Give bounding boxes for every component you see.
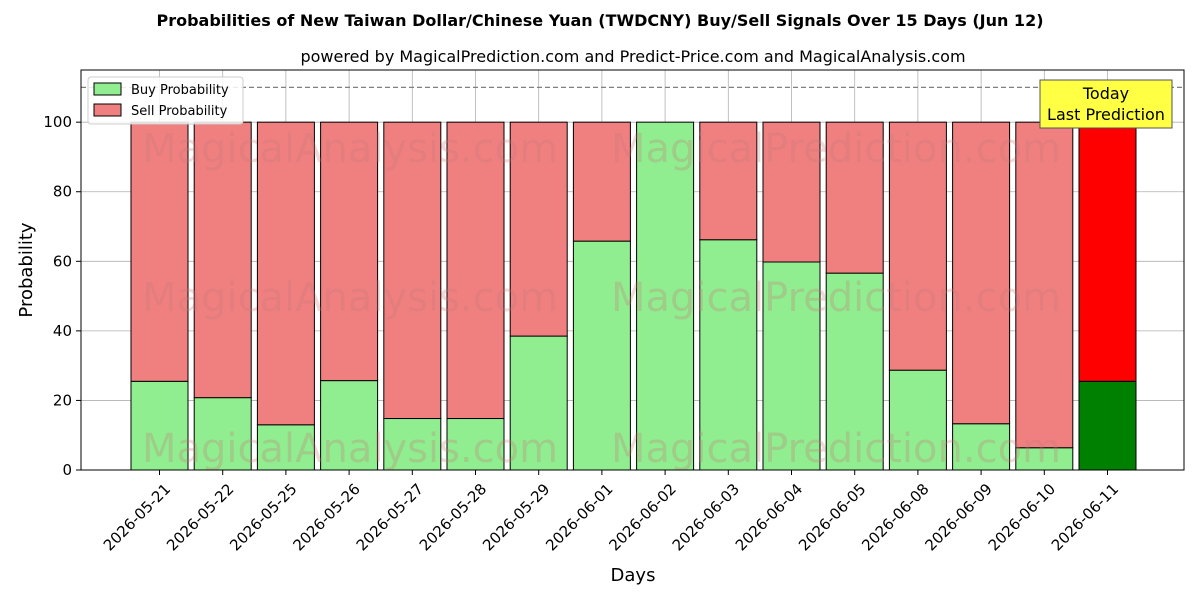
legend-label-buy: Buy Probability: [131, 83, 229, 98]
x-tick-label: 2026-06-04: [732, 480, 806, 554]
x-axis-label: Days: [611, 565, 656, 586]
y-tick-label: 40: [53, 322, 72, 340]
x-tick-label: 2026-06-01: [542, 480, 616, 554]
y-tick-label: 0: [62, 461, 72, 479]
legend-box: [87, 76, 244, 125]
x-tick-label: 2026-06-10: [985, 480, 1059, 554]
y-tick-label: 60: [53, 252, 72, 270]
sell-bar: [256, 121, 315, 426]
watermark-text: MagicalAnalysis.com: [142, 275, 558, 321]
x-tick-label: 2026-06-09: [921, 480, 995, 554]
watermark-text: MagicalPrediction.com: [611, 126, 1061, 172]
sell-bar: [320, 121, 379, 382]
sell-bar: [130, 121, 189, 382]
y-tick-label: 100: [43, 113, 72, 131]
x-tick-label: 2026-05-21: [100, 480, 174, 554]
x-tick-label: 2026-05-28: [416, 480, 490, 554]
buy-bar: [762, 261, 821, 471]
x-tick-label: 2026-05-27: [353, 480, 427, 554]
sell-bar: [446, 121, 505, 420]
today-annotation: Today Last Prediction: [1039, 79, 1173, 129]
y-axis-label: Probability: [16, 222, 37, 317]
x-tick-label: 2026-06-05: [795, 480, 869, 554]
buy-bar: [509, 335, 568, 471]
sell-bar: [888, 121, 947, 371]
sell-bar: [509, 121, 568, 337]
x-tick-label: 2026-06-11: [1048, 480, 1122, 554]
buy-bar: [636, 121, 695, 471]
buy-bar: [1078, 380, 1137, 471]
x-tick-label: 2026-05-26: [289, 480, 363, 554]
buy-bar: [952, 423, 1011, 471]
legend-label-sell: Sell Probability: [131, 104, 228, 119]
watermark-text: MagicalPrediction.com: [611, 275, 1061, 321]
sell-bar: [572, 121, 631, 242]
buy-bar: [888, 369, 947, 471]
legend-swatch-sell: [93, 103, 122, 117]
sell-bar: [825, 121, 884, 274]
buy-bar: [446, 418, 505, 471]
watermarks: MagicalAnalysis.com MagicalPrediction.com…: [142, 126, 1061, 472]
legend: Buy Probability Sell Probability: [87, 76, 244, 125]
sell-bar: [1078, 121, 1137, 382]
legend-swatch-buy: [93, 82, 122, 96]
watermark-text: MagicalPrediction.com: [611, 426, 1061, 472]
buy-bar: [383, 418, 442, 471]
plot-frame: [80, 69, 1185, 471]
sell-bar: [1015, 121, 1074, 449]
sell-bar: [699, 121, 758, 241]
sell-bar: [762, 121, 821, 263]
today-annotation-box: [1039, 79, 1173, 129]
today-annotation-line2: Last Prediction: [1047, 105, 1165, 124]
x-tick-label: 2026-05-29: [479, 480, 553, 554]
buy-bar: [256, 424, 315, 471]
bars: [130, 121, 1137, 471]
y-tick-label: 80: [53, 183, 72, 201]
x-tick-label: 2026-06-08: [858, 480, 932, 554]
sell-bar: [952, 121, 1011, 425]
buy-bar: [572, 240, 631, 471]
chart-title: Probabilities of New Taiwan Dollar/Chine…: [156, 11, 1043, 30]
y-tick-label: 20: [53, 391, 72, 409]
buy-bar: [825, 272, 884, 471]
watermark-text: MagicalAnalysis.com: [142, 126, 558, 172]
x-tick-label: 2026-06-03: [669, 480, 743, 554]
buy-bar: [320, 380, 379, 471]
today-annotation-line1: Today: [1082, 84, 1129, 103]
x-tick-label: 2026-05-22: [163, 480, 237, 554]
x-tick-label: 2026-06-02: [605, 480, 679, 554]
buy-bar: [699, 239, 758, 471]
x-tick-label: 2026-05-25: [226, 480, 300, 554]
watermark-text: MagicalAnalysis.com: [142, 426, 558, 472]
chart-subtitle: powered by MagicalPrediction.com and Pre…: [300, 47, 965, 66]
sell-bar: [383, 121, 442, 420]
buy-bar: [193, 397, 252, 471]
